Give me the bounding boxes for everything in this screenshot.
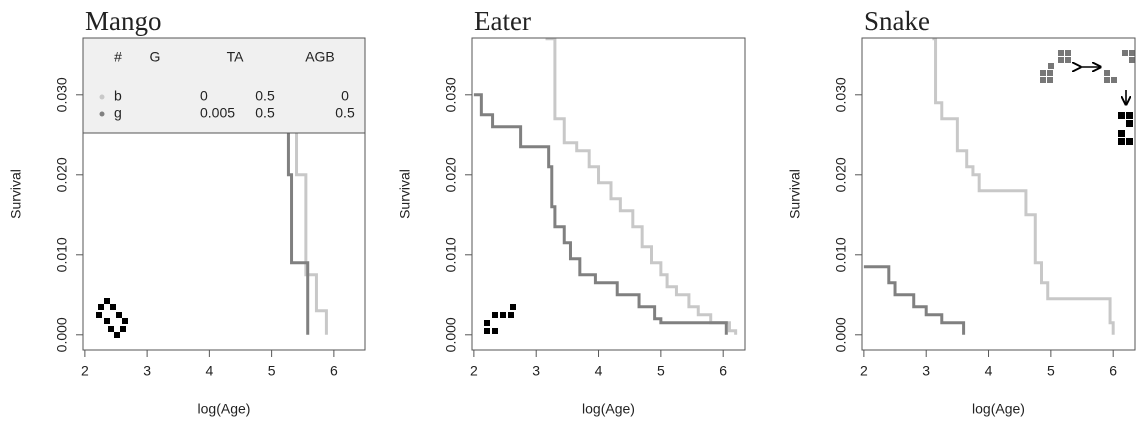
y-tick-label: 0.000 — [443, 317, 459, 352]
panel: Mango 2 3 4 5 6 0.000 0.010 0.020 0.030 log(Age) Su… — [8, 6, 366, 417]
survival-curve — [473, 93, 728, 335]
x-tick-label: 3 — [532, 363, 540, 379]
x-tick-label: 6 — [719, 363, 727, 379]
plot-frame — [861, 37, 1136, 351]
pattern-icon — [96, 298, 128, 338]
x-tick-label: 6 — [330, 363, 338, 379]
survival-curve — [863, 265, 966, 335]
panel: Snake 2 3 4 5 6 0.000 0.010 0.020 0.030 log(Age) Su… — [787, 6, 1136, 417]
legend-value: 0.005 — [200, 105, 235, 121]
panel-title: Mango — [85, 6, 162, 36]
legend-header: # — [114, 49, 122, 65]
survival-curve — [932, 38, 1115, 335]
y-tick-label: 0.030 — [54, 77, 70, 112]
legend-header: G — [150, 49, 161, 65]
legend-value: 0.5 — [255, 88, 275, 104]
legend-value: 0.5 — [335, 105, 355, 121]
pattern-icon — [1040, 50, 1135, 145]
y-tick-label: 0.020 — [54, 157, 70, 192]
y-tick-label: 0.010 — [833, 237, 849, 272]
x-axis-label: log(Age) — [582, 401, 635, 417]
panel-title: Snake — [864, 6, 930, 36]
panel-title: Eater — [474, 6, 531, 36]
pattern-icon — [484, 304, 516, 334]
x-tick-label: 6 — [1109, 363, 1117, 379]
x-tick-label: 2 — [860, 363, 868, 379]
legend-label: g — [114, 105, 122, 121]
x-tick-label: 4 — [595, 363, 603, 379]
x-tick-label: 5 — [657, 363, 665, 379]
y-tick-label: 0.000 — [54, 317, 70, 352]
legend-swatch — [99, 111, 105, 117]
y-axis-label: Survival — [8, 169, 24, 219]
legend-swatch — [99, 94, 105, 100]
legend-value: 0 — [200, 88, 208, 104]
panel: Eater 2 3 4 5 6 0.000 0.010 0.020 0.030 log(Age) Su… — [397, 6, 746, 417]
y-tick-label: 0.010 — [443, 237, 459, 272]
plot-area — [863, 38, 1115, 335]
x-tick-label: 5 — [1047, 363, 1055, 379]
x-tick-label: 2 — [81, 363, 89, 379]
x-axis-label: log(Age) — [972, 401, 1025, 417]
x-tick-label: 2 — [470, 363, 478, 379]
x-tick-label: 4 — [985, 363, 993, 379]
legend-value: 0 — [341, 88, 349, 104]
legend-value: 0.5 — [255, 105, 275, 121]
legend-header: TA — [227, 49, 245, 65]
y-tick-label: 0.020 — [833, 157, 849, 192]
y-tick-label: 0.030 — [833, 77, 849, 112]
x-tick-label: 4 — [205, 363, 213, 379]
y-axis-label: Survival — [397, 169, 413, 219]
legend-header: AGB — [305, 49, 335, 65]
legend-label: b — [114, 88, 122, 104]
x-axis-label: log(Age) — [198, 401, 251, 417]
y-tick-label: 0.020 — [443, 157, 459, 192]
plot-area — [473, 38, 738, 335]
x-tick-label: 3 — [143, 363, 151, 379]
legend-box — [82, 37, 366, 134]
y-tick-label: 0.010 — [54, 237, 70, 272]
y-axis-label: Survival — [787, 169, 803, 219]
y-tick-label: 0.030 — [443, 77, 459, 112]
x-tick-label: 3 — [922, 363, 930, 379]
survival-curve — [545, 38, 738, 335]
plot-frame — [471, 37, 746, 351]
x-tick-label: 5 — [268, 363, 276, 379]
y-tick-label: 0.000 — [833, 317, 849, 352]
